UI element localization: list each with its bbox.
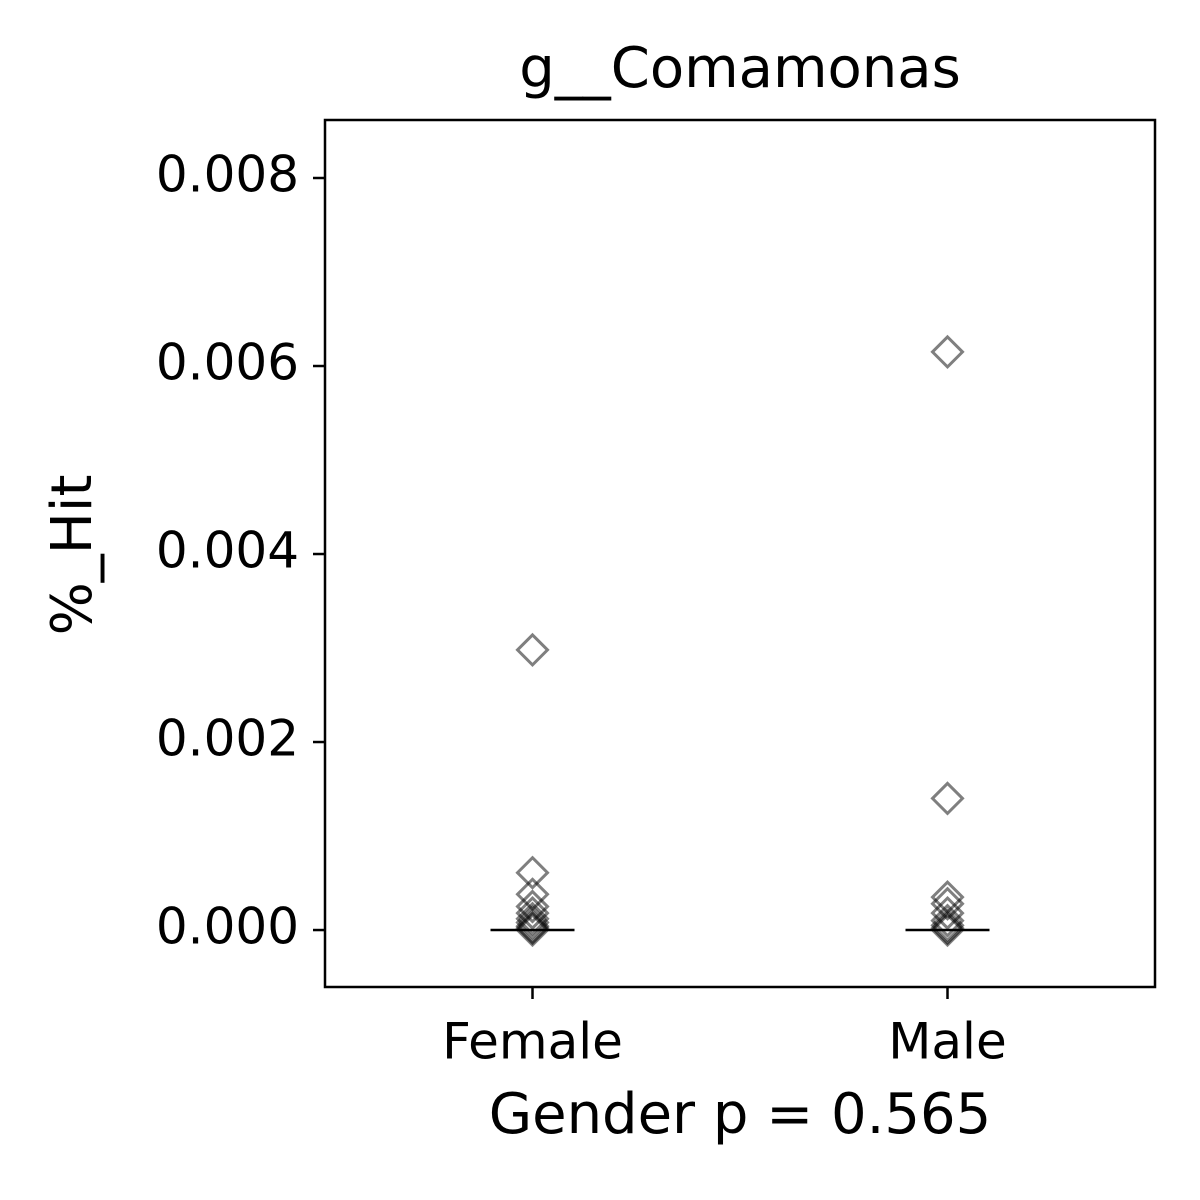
y-tick-label: 0.002	[156, 710, 299, 768]
y-tick-label: 0.004	[156, 522, 299, 580]
y-axis-label: %_Hit	[40, 475, 105, 636]
point	[515, 895, 550, 931]
point	[515, 632, 550, 668]
point	[930, 895, 965, 931]
point	[930, 903, 965, 938]
point	[930, 908, 965, 943]
point	[930, 912, 965, 948]
y-tick-label: 0.008	[156, 146, 299, 204]
plot-frame	[323, 118, 1157, 989]
point	[515, 905, 550, 940]
x-tick-label: Male	[888, 1013, 1006, 1071]
x-tick-label: Female	[442, 1013, 623, 1071]
point	[930, 886, 965, 921]
point	[515, 901, 550, 936]
x-axis-label: Gender p = 0.565	[489, 1082, 992, 1147]
chart-title: g__Comamonas	[519, 36, 961, 101]
y-tick-label: 0.000	[156, 898, 299, 956]
point	[515, 912, 550, 948]
point	[930, 334, 965, 370]
point	[515, 855, 550, 890]
y-tick-label: 0.006	[156, 334, 299, 392]
point	[930, 781, 965, 816]
point	[515, 889, 550, 924]
